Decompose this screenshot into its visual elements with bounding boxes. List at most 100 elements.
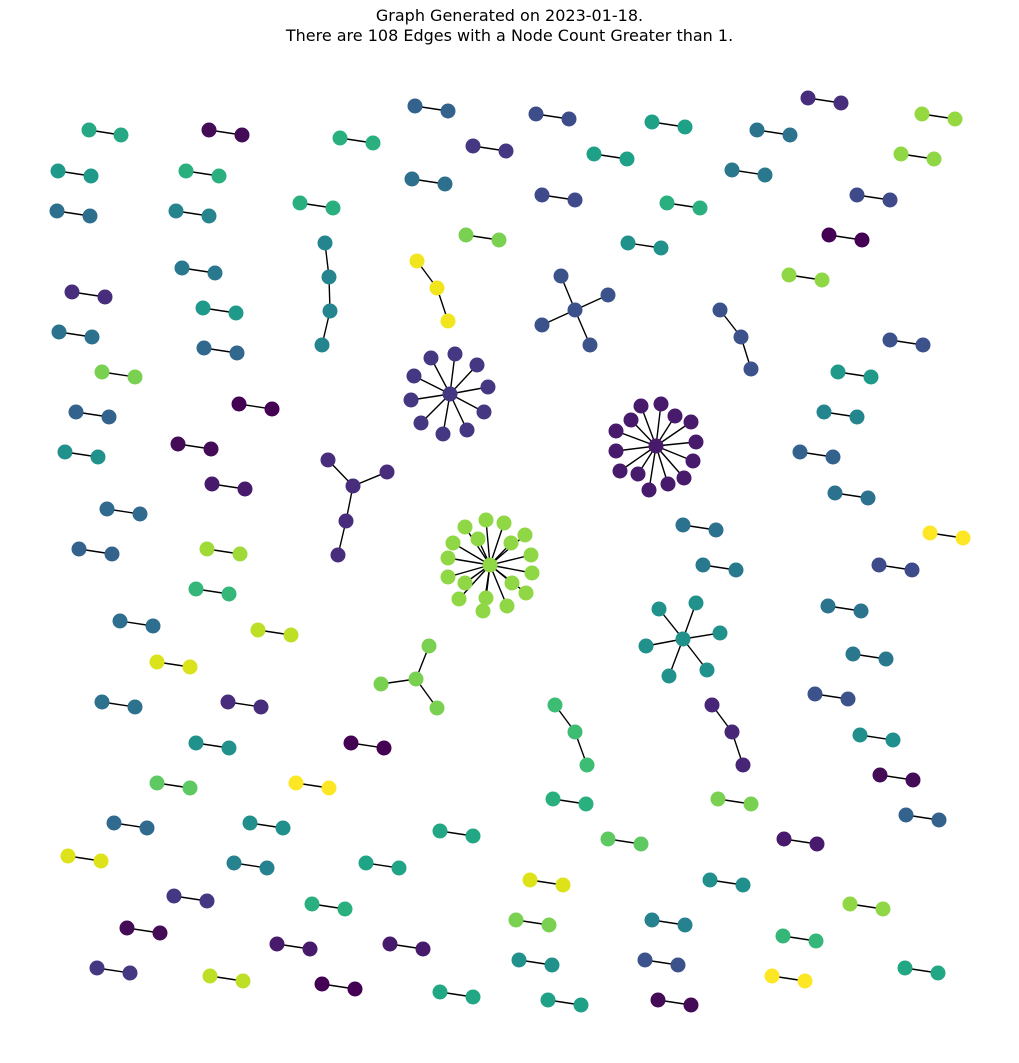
graph-node	[807, 686, 823, 702]
graph-node	[567, 302, 583, 318]
graph-node	[242, 815, 258, 831]
graph-node	[113, 127, 129, 143]
graph-node	[926, 151, 942, 167]
graph-node	[641, 482, 657, 498]
graph-node	[51, 324, 67, 340]
graph-node	[82, 208, 98, 224]
graph-node	[661, 668, 677, 684]
graph-node	[94, 694, 110, 710]
graph-node	[404, 171, 420, 187]
graph-node	[518, 585, 534, 601]
graph-node	[871, 557, 887, 573]
graph-node	[478, 590, 494, 606]
graph-node	[491, 232, 507, 248]
graph-node	[60, 848, 76, 864]
graph-node	[234, 127, 250, 143]
graph-node	[854, 232, 870, 248]
graph-node	[122, 965, 138, 981]
graph-node	[195, 300, 211, 316]
graph-node	[207, 265, 223, 281]
graph-node	[820, 598, 836, 614]
graph-node	[947, 111, 963, 127]
graph-node	[922, 525, 938, 541]
graph-node	[322, 303, 338, 319]
title-line-date: Graph Generated on 2023-01-18.	[375, 6, 644, 25]
graph-node	[413, 415, 429, 431]
graph-node	[875, 901, 891, 917]
graph-node	[292, 195, 308, 211]
graph-node	[469, 357, 485, 373]
graph-node	[432, 984, 448, 1000]
graph-node	[93, 853, 109, 869]
graph-node	[253, 699, 269, 715]
graph-edge	[489, 534, 526, 566]
graph-node	[849, 409, 865, 425]
graph-node	[653, 240, 669, 256]
graph-node	[345, 478, 361, 494]
graph-node	[202, 968, 218, 984]
graph-node	[904, 562, 920, 578]
graph-node	[582, 337, 598, 353]
graph-node	[182, 659, 198, 675]
graph-node	[517, 527, 533, 543]
graph-node	[708, 522, 724, 538]
graph-node	[97, 289, 113, 305]
graph-node	[728, 562, 744, 578]
graph-node	[508, 912, 524, 928]
graph-node	[612, 463, 628, 479]
graph-node	[365, 135, 381, 151]
graph-node	[638, 638, 654, 654]
graph-node	[600, 287, 616, 303]
graph-node	[338, 513, 354, 529]
graph-node	[930, 965, 946, 981]
graph-node	[675, 631, 691, 647]
graph-node	[409, 253, 425, 269]
graph-node	[757, 167, 773, 183]
graph-node	[321, 780, 337, 796]
graph-node	[465, 989, 481, 1005]
graph-node	[619, 151, 635, 167]
graph-node	[168, 203, 184, 219]
graph-node	[660, 476, 676, 492]
graph-node	[139, 820, 155, 836]
graph-node	[931, 812, 947, 828]
graph-node	[653, 396, 669, 412]
graph-node	[99, 501, 115, 517]
graph-node	[415, 941, 431, 957]
graph-node	[620, 235, 636, 251]
graph-node	[196, 340, 212, 356]
graph-node	[145, 618, 161, 634]
graph-node	[204, 476, 220, 492]
graph-node	[304, 896, 320, 912]
graph-node	[106, 815, 122, 831]
graph-node	[905, 772, 921, 788]
graph-node	[429, 700, 445, 716]
graph-node	[226, 855, 242, 871]
graph-node	[623, 412, 639, 428]
graph-node	[567, 724, 583, 740]
graph-node	[586, 146, 602, 162]
graph-node	[440, 569, 456, 585]
graph-node	[524, 565, 540, 581]
graph-node	[250, 622, 266, 638]
graph-node	[860, 490, 876, 506]
graph-node	[170, 436, 186, 452]
graph-node	[733, 329, 749, 345]
graph-node	[480, 379, 496, 395]
graph-node	[683, 997, 699, 1013]
graph-node	[821, 227, 837, 243]
graph-node	[440, 103, 456, 119]
graph-node	[432, 823, 448, 839]
graph-node	[827, 485, 843, 501]
graph-node	[83, 168, 99, 184]
graph-node	[667, 408, 683, 424]
graph-node	[465, 138, 481, 154]
graph-node	[849, 187, 865, 203]
graph-node	[914, 106, 930, 122]
graph-node	[781, 267, 797, 283]
graph-node	[127, 699, 143, 715]
graph-node	[288, 775, 304, 791]
graph-node	[442, 386, 458, 402]
graph-node	[440, 313, 456, 329]
graph-node	[893, 146, 909, 162]
